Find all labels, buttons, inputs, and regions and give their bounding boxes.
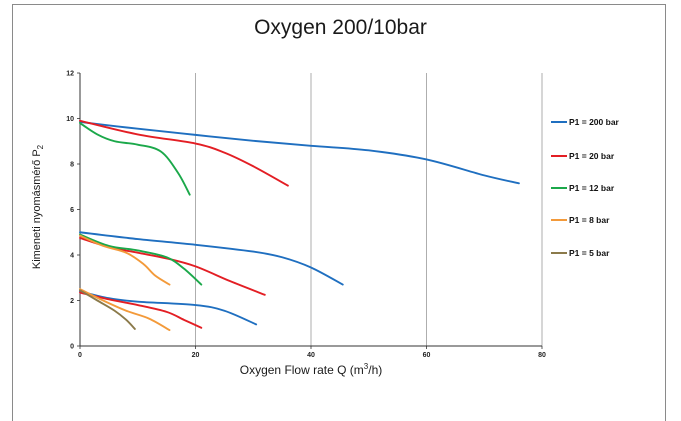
x-tick-label: 0 xyxy=(78,352,82,359)
series-line-2-1 xyxy=(79,233,203,286)
legend-label: P1 = 8 bar xyxy=(569,215,610,225)
x-axis-label-superscript: 3 xyxy=(363,362,369,371)
series-line-3-0 xyxy=(79,234,171,286)
legend-label: P1 = 200 bar xyxy=(569,117,620,127)
y-tick-label: 8 xyxy=(70,162,74,169)
chart-frame xyxy=(12,4,666,421)
y-tick-label: 4 xyxy=(70,253,74,260)
axes xyxy=(77,72,543,349)
series-line-4-0 xyxy=(79,289,136,330)
series-line-2-0 xyxy=(79,122,191,196)
x-tick-label: 20 xyxy=(192,352,200,359)
x-tick-label: 60 xyxy=(423,352,431,359)
legend-label: P1 = 20 bar xyxy=(569,151,615,161)
tick-labels: 0 20 40 60 80 0 2 4 6 8 10 12 xyxy=(66,71,546,360)
x-axis-label-tail: /h) xyxy=(368,363,383,377)
series-line-3-1 xyxy=(79,288,171,332)
y-tick-label: 0 xyxy=(70,344,74,351)
x-axis-label: Oxygen Flow rate Q (m3/h) xyxy=(80,362,542,377)
legend-label: P1 = 5 bar xyxy=(569,248,610,258)
y-tick-label: 2 xyxy=(70,298,74,305)
y-tick-label: 6 xyxy=(70,207,74,214)
series-line-1-0 xyxy=(79,119,289,187)
grid-lines xyxy=(195,73,543,346)
legend: P1 = 200 bar P1 = 20 bar P1 = 12 bar P1 = 8… xyxy=(551,117,620,258)
x-tick-label: 80 xyxy=(538,352,546,359)
y-tick-label: 10 xyxy=(66,116,74,123)
series-line-0-2 xyxy=(79,290,258,326)
series-line-1-2 xyxy=(79,291,203,329)
series-line-0-0 xyxy=(79,120,520,185)
y-tick-label: 12 xyxy=(66,71,74,78)
legend-label: P1 = 12 bar xyxy=(569,183,615,193)
x-axis-label-text: Oxygen Flow rate Q (m xyxy=(239,363,364,377)
series-line-0-1 xyxy=(79,231,344,286)
series-lines xyxy=(79,119,520,332)
chart-title: Oxygen 200/10bar xyxy=(254,16,427,39)
x-tick-label: 40 xyxy=(307,352,315,359)
